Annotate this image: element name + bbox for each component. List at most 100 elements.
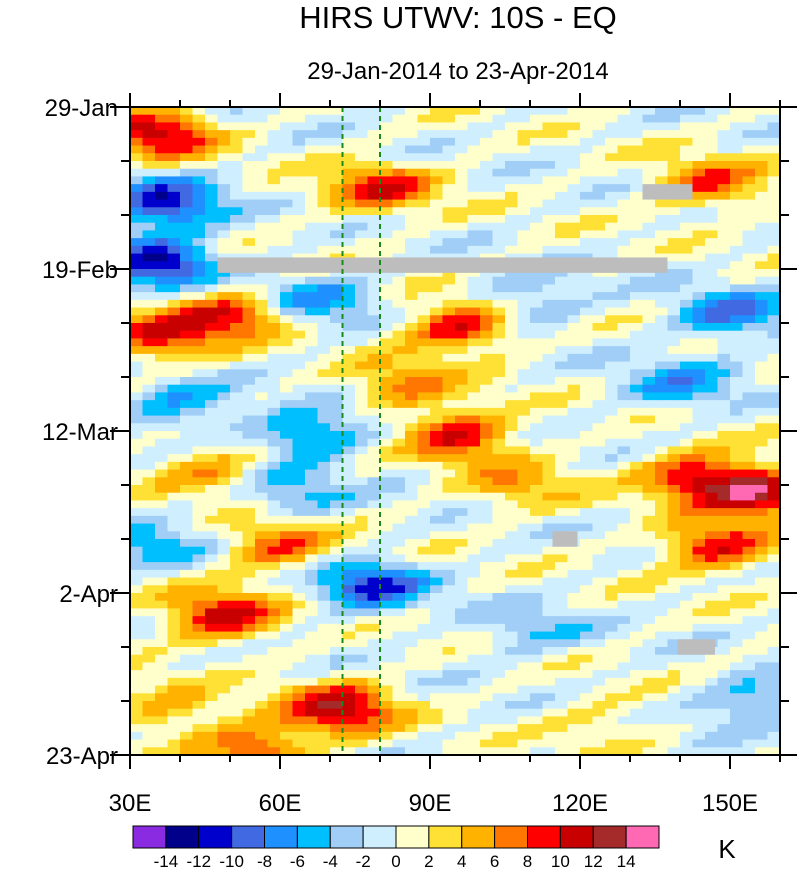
field-cell <box>330 369 344 378</box>
field-cell <box>280 407 294 417</box>
field-cell <box>667 739 681 748</box>
field-cell <box>380 677 394 687</box>
field-cell <box>655 585 669 594</box>
field-cell <box>442 215 456 224</box>
field-cell <box>317 562 331 571</box>
field-cell <box>342 492 356 502</box>
field-cell <box>230 639 244 648</box>
field-cell <box>430 593 444 602</box>
field-cell <box>517 145 531 154</box>
field-cell <box>417 523 431 532</box>
field-cell <box>530 454 544 463</box>
colorbar-label: 4 <box>457 852 466 869</box>
field-cell <box>380 647 394 656</box>
field-cell <box>230 446 244 455</box>
field-cell <box>217 554 231 563</box>
field-cell <box>205 515 219 525</box>
field-cell <box>405 747 419 755</box>
field-cell <box>667 276 681 286</box>
field-cell <box>330 230 344 239</box>
field-cell <box>417 531 431 540</box>
field-cell <box>667 323 681 332</box>
field-cell <box>730 461 744 471</box>
field-cell <box>217 616 231 625</box>
field-cell <box>605 114 619 124</box>
field-cell <box>380 222 394 232</box>
field-cell <box>430 145 444 154</box>
field-cell <box>342 276 356 286</box>
field-cell <box>205 569 219 579</box>
field-cell <box>580 137 594 147</box>
field-cell <box>255 731 269 741</box>
field-cell <box>592 184 606 193</box>
field-cell <box>417 137 431 147</box>
field-cell <box>355 245 369 255</box>
field-cell <box>292 315 306 324</box>
field-cell <box>605 107 619 116</box>
field-cell <box>655 724 669 733</box>
field-cell <box>305 207 319 216</box>
field-cell <box>242 137 256 147</box>
field-cell <box>205 739 219 748</box>
field-cell <box>630 500 644 509</box>
field-cell <box>355 184 369 193</box>
field-cell <box>667 107 681 116</box>
field-cell <box>142 253 156 262</box>
field-cell <box>667 731 681 741</box>
field-cell <box>342 531 356 540</box>
field-cell <box>442 423 456 432</box>
field-cell <box>717 392 731 401</box>
field-cell <box>467 238 481 247</box>
field-cell <box>680 662 694 671</box>
field-cell <box>230 338 244 347</box>
field-cell <box>305 639 319 648</box>
field-cell <box>430 199 444 208</box>
field-cell <box>755 670 769 679</box>
field-cell <box>355 616 369 625</box>
field-cell <box>342 577 356 586</box>
field-cell <box>767 616 780 625</box>
field-cell <box>767 438 780 448</box>
field-cell <box>255 284 269 293</box>
field-cell <box>455 508 469 517</box>
field-cell <box>167 639 181 648</box>
field-cell <box>392 384 406 394</box>
field-cell <box>605 338 619 347</box>
field-cell <box>567 438 581 448</box>
field-cell <box>492 438 506 448</box>
field-cell <box>342 330 356 340</box>
field-cell <box>255 377 269 386</box>
field-cell <box>405 677 419 687</box>
field-cell <box>755 469 769 478</box>
field-cell <box>617 662 631 671</box>
field-cell <box>555 153 569 162</box>
field-cell <box>517 122 531 131</box>
field-cell <box>555 292 569 301</box>
field-cell <box>430 330 444 340</box>
field-cell <box>542 438 556 448</box>
field-cell <box>230 708 244 718</box>
field-cell <box>467 168 481 178</box>
field-cell <box>467 677 481 687</box>
field-cell <box>655 369 669 378</box>
field-cell <box>217 315 231 324</box>
field-cell <box>230 716 244 725</box>
field-cell <box>542 245 556 255</box>
field-cell <box>592 176 606 185</box>
field-cell <box>405 307 419 316</box>
field-cell <box>205 423 219 432</box>
field-cell <box>580 130 594 139</box>
field-cell <box>530 384 544 394</box>
field-cell <box>555 299 569 309</box>
field-cell <box>367 431 381 440</box>
field-cell <box>717 461 731 471</box>
field-cell <box>442 238 456 247</box>
field-cell <box>205 716 219 725</box>
field-cell <box>580 307 594 316</box>
field-cell <box>767 407 780 417</box>
field-cell <box>405 145 419 154</box>
field-cell <box>130 438 144 448</box>
field-cell <box>167 569 181 579</box>
field-cell <box>280 392 294 401</box>
field-cell <box>230 222 244 232</box>
